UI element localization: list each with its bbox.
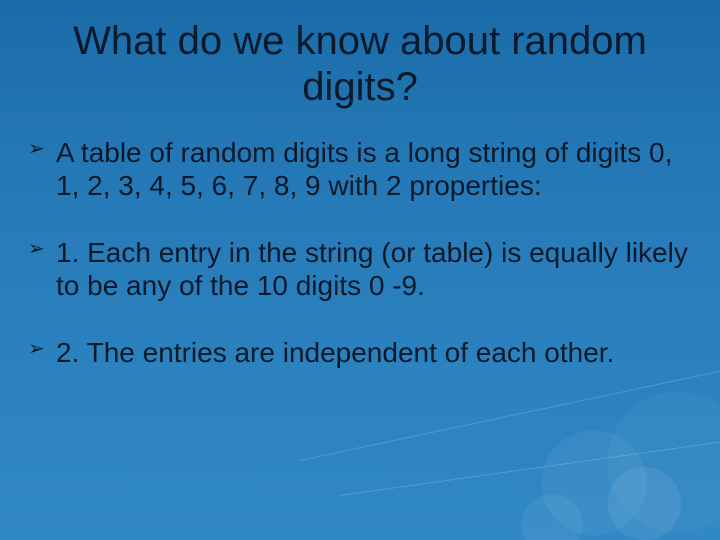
slide: What do we know about random digits? A t…: [0, 0, 720, 540]
bullet-item: 1. Each entry in the string (or table) i…: [28, 236, 692, 302]
slide-title: What do we know about random digits?: [28, 18, 692, 110]
decorative-line: [300, 364, 720, 461]
bullet-list: A table of random digits is a long strin…: [28, 136, 692, 369]
decorative-line: [340, 437, 720, 496]
bullet-item: A table of random digits is a long strin…: [28, 136, 692, 202]
bullet-item: 2. The entries are independent of each o…: [28, 336, 692, 369]
